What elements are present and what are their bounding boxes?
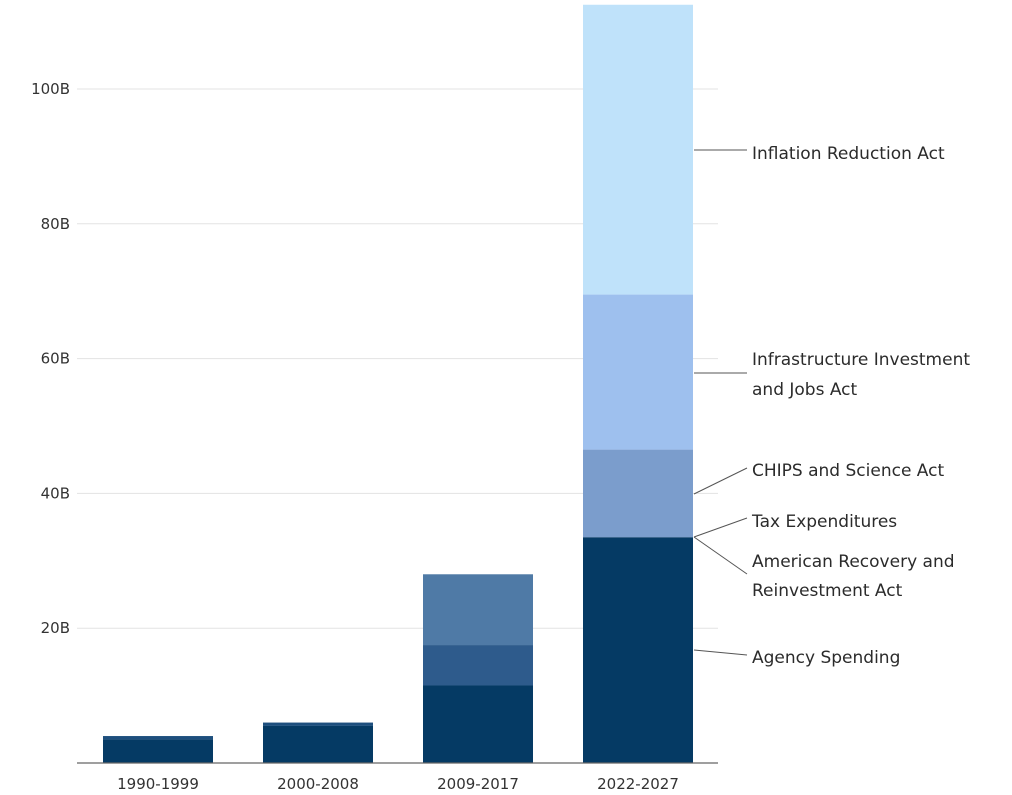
x-tick-label: 2022-2027	[597, 775, 679, 793]
bar-segment	[583, 449, 693, 538]
y-tick-label: 80B	[41, 215, 70, 233]
y-tick-label: 40B	[41, 484, 70, 502]
bar-segment	[583, 537, 693, 763]
bar-segment	[423, 645, 533, 686]
y-tick-label: 20B	[41, 619, 70, 637]
bars	[103, 4, 693, 763]
bar-segment	[583, 294, 693, 450]
annotation-leader	[693, 517, 748, 538]
x-tick-label: 2000-2008	[277, 775, 359, 793]
annotation-label: American Recovery and	[752, 552, 955, 572]
annotation-leader	[693, 649, 748, 656]
annotation-label: Reinvestment Act	[752, 581, 903, 601]
bar-segment	[103, 739, 213, 763]
bar-segment	[103, 736, 213, 740]
annotation-label: Inflation Reduction Act	[752, 144, 945, 164]
annotation-label: Infrastructure Investment	[752, 350, 970, 370]
annotation-label: Agency Spending	[752, 648, 900, 668]
bar-segment	[423, 685, 533, 763]
x-tick-label: 2009-2017	[437, 775, 519, 793]
y-tick-label: 100B	[31, 80, 70, 98]
x-axis-tick-labels: 1990-1999 2000-2008 2009-2017 2022-2027	[117, 775, 679, 793]
bar-segment	[263, 722, 373, 726]
annotation-label: Tax Expenditures	[751, 512, 897, 532]
bar-segment	[263, 725, 373, 763]
y-tick-label: 60B	[41, 350, 70, 368]
annotation-label: and Jobs Act	[752, 380, 858, 400]
x-tick-label: 1990-1999	[117, 775, 199, 793]
annotation-label: CHIPS and Science Act	[752, 461, 944, 481]
annotation-leader-lines	[693, 149, 748, 656]
bar-segment	[583, 4, 693, 295]
bar-segment	[423, 574, 533, 646]
annotations: Inflation Reduction Act Infrastructure In…	[751, 144, 970, 668]
annotation-leader	[693, 536, 748, 575]
y-axis-tick-labels: 20B 40B 60B 80B 100B	[31, 80, 70, 637]
annotation-leader	[693, 467, 748, 495]
